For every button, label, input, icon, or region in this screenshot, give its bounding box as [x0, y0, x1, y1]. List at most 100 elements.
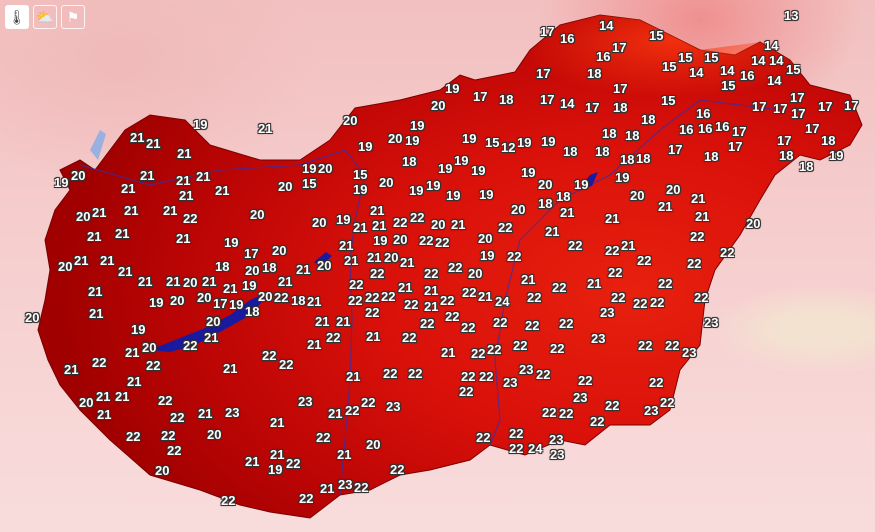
temperature-label[interactable]: 21 [307, 293, 322, 309]
temperature-label[interactable]: 21 [118, 263, 133, 279]
temperature-label[interactable]: 22 [605, 397, 620, 413]
temperature-label[interactable]: 22 [440, 292, 455, 308]
temperature-label[interactable]: 22 [299, 490, 314, 506]
temperature-label[interactable]: 22 [167, 442, 182, 458]
temperature-label[interactable]: 21 [115, 388, 130, 404]
temperature-label[interactable]: 22 [420, 315, 435, 331]
temperature-label[interactable]: 21 [621, 237, 636, 253]
temperature-label[interactable]: 22 [611, 289, 626, 305]
temperature-label[interactable]: 21 [64, 361, 79, 377]
temperature-label[interactable]: 23 [591, 330, 606, 346]
temperature-label[interactable]: 19 [446, 187, 461, 203]
temperature-label[interactable]: 16 [560, 30, 575, 46]
temperature-label[interactable]: 22 [345, 402, 360, 418]
temperature-label[interactable]: 18 [563, 143, 578, 159]
temperature-label[interactable]: 21 [605, 210, 620, 226]
temperature-label[interactable]: 17 [585, 99, 600, 115]
temperature-label[interactable]: 24 [528, 440, 543, 456]
temperature-label[interactable]: 18 [799, 158, 814, 174]
temperature-label[interactable]: 22 [365, 304, 380, 320]
temperature-label[interactable]: 19 [358, 138, 373, 154]
temperature-label[interactable]: 21 [400, 254, 415, 270]
temperature-label[interactable]: 21 [320, 480, 335, 496]
temperature-label[interactable]: 21 [125, 344, 140, 360]
temperature-label[interactable]: 22 [525, 317, 540, 333]
temperature-label[interactable]: 21 [204, 329, 219, 345]
temperature-label[interactable]: 20 [393, 231, 408, 247]
temperature-label[interactable]: 22 [349, 276, 364, 292]
temperature-label[interactable]: 20 [746, 215, 761, 231]
temperature-label[interactable]: 22 [316, 429, 331, 445]
temperature-label[interactable]: 22 [694, 289, 709, 305]
temperature-label[interactable]: 20 [379, 174, 394, 190]
temperature-label[interactable]: 15 [649, 27, 664, 43]
temperature-label[interactable]: 22 [660, 394, 675, 410]
temperature-label[interactable]: 21 [424, 298, 439, 314]
temperature-label[interactable]: 20 [343, 112, 358, 128]
temperature-label[interactable]: 23 [682, 344, 697, 360]
temperature-label[interactable]: 18 [538, 195, 553, 211]
temperature-label[interactable]: 21 [96, 388, 111, 404]
temperature-label[interactable]: 17 [473, 88, 488, 104]
temperature-label[interactable]: 15 [353, 166, 368, 182]
temperature-label[interactable]: 21 [521, 271, 536, 287]
temperature-label[interactable]: 21 [176, 230, 191, 246]
temperature-label[interactable]: 21 [163, 202, 178, 218]
temperature-label[interactable]: 18 [641, 111, 656, 127]
temperature-label[interactable]: 21 [339, 237, 354, 253]
temperature-label[interactable]: 17 [540, 91, 555, 107]
temperature-label[interactable]: 20 [468, 265, 483, 281]
temperature-label[interactable]: 21 [270, 446, 285, 462]
temperature-label[interactable]: 14 [689, 64, 704, 80]
temperature-label[interactable]: 20 [142, 339, 157, 355]
temperature-label[interactable]: 21 [451, 216, 466, 232]
temperature-label[interactable]: 21 [367, 249, 382, 265]
temperature-label[interactable]: 22 [462, 284, 477, 300]
temperature-label[interactable]: 19 [242, 277, 257, 293]
temperature-label[interactable]: 20 [272, 242, 287, 258]
temperature-label[interactable]: 21 [366, 328, 381, 344]
temperature-label[interactable]: 19 [410, 117, 425, 133]
temperature-label[interactable]: 21 [370, 202, 385, 218]
temperature-label[interactable]: 22 [720, 244, 735, 260]
temperature-label[interactable]: 20 [258, 288, 273, 304]
temperature-label[interactable]: 22 [381, 288, 396, 304]
temperature-label[interactable]: 20 [384, 249, 399, 265]
temperature-label[interactable]: 21 [196, 168, 211, 184]
temperature-label[interactable]: 17 [752, 98, 767, 114]
temperature-label[interactable]: 18 [556, 188, 571, 204]
temperature-label[interactable]: 21 [587, 275, 602, 291]
temperature-label[interactable]: 19 [302, 160, 317, 176]
temperature-label[interactable]: 21 [223, 360, 238, 376]
temperature-label[interactable]: 23 [338, 476, 353, 492]
temperature-label[interactable]: 22 [552, 279, 567, 295]
temperature-label[interactable]: 18 [215, 258, 230, 274]
temperature-label[interactable]: 19 [268, 461, 283, 477]
temperature-label[interactable]: 22 [568, 237, 583, 253]
temperature-label[interactable]: 17 [732, 123, 747, 139]
temperature-label[interactable]: 18 [291, 292, 306, 308]
temperature-label[interactable]: 13 [784, 7, 799, 23]
temperature-label[interactable]: 19 [471, 162, 486, 178]
temperature-label[interactable]: 16 [740, 67, 755, 83]
temperature-label[interactable]: 15 [302, 175, 317, 191]
temperature-label[interactable]: 20 [207, 426, 222, 442]
temperature-label[interactable]: 18 [587, 65, 602, 81]
temperature-label[interactable]: 17 [818, 98, 833, 114]
temperature-label[interactable]: 22 [354, 479, 369, 495]
temperature-label[interactable]: 21 [146, 135, 161, 151]
temperature-label[interactable]: 19 [454, 152, 469, 168]
temperature-label[interactable]: 23 [503, 374, 518, 390]
temperature-label[interactable]: 18 [613, 99, 628, 115]
temperature-label[interactable]: 22 [348, 292, 363, 308]
temperature-label[interactable]: 19 [445, 80, 460, 96]
temperature-label[interactable]: 22 [402, 329, 417, 345]
temperature-label[interactable]: 20 [206, 313, 221, 329]
temperature-label[interactable]: 22 [638, 337, 653, 353]
temperature-label[interactable]: 21 [328, 405, 343, 421]
temperature-label[interactable]: 18 [595, 143, 610, 159]
temperature-label[interactable]: 21 [177, 145, 192, 161]
temperature-label[interactable]: 20 [183, 274, 198, 290]
temperature-label[interactable]: 21 [74, 252, 89, 268]
temperature-label[interactable]: 19 [541, 133, 556, 149]
